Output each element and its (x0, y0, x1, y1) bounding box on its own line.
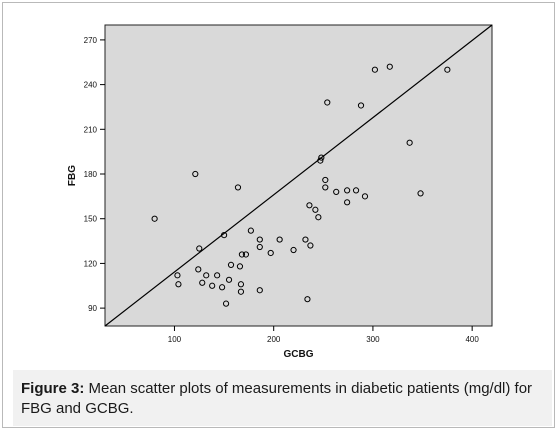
data-point-2 (175, 281, 182, 288)
y-tick-label-120: 120 (84, 259, 98, 268)
data-point-15 (234, 184, 242, 191)
data-point-20 (242, 251, 250, 258)
figure-caption: Figure 3: Mean scatter plots of measurem… (21, 379, 546, 419)
y-tick-label-150: 150 (84, 215, 98, 224)
data-point-38 (324, 99, 331, 106)
y-tick-label-240: 240 (84, 81, 98, 90)
data-point-14 (227, 261, 235, 269)
data-point-35 (318, 154, 325, 161)
data-point-37 (322, 184, 329, 191)
data-point-30 (306, 202, 313, 209)
data-point-47 (406, 139, 413, 146)
y-tick-label-90: 90 (88, 304, 97, 313)
data-point-5 (195, 266, 202, 273)
data-point-23 (256, 243, 263, 251)
reference-line (104, 24, 493, 327)
data-point-0 (151, 215, 158, 222)
data-point-31 (307, 242, 314, 249)
data-point-36 (322, 176, 329, 184)
data-point-6 (199, 279, 206, 286)
data-point-22 (256, 236, 263, 243)
data-point-8 (209, 282, 216, 289)
data-point-46 (386, 63, 393, 70)
x-tick-label-200: 200 (267, 335, 281, 344)
data-point-32 (312, 206, 319, 213)
data-point-12 (222, 300, 230, 307)
figure-caption-label: Figure 3: (21, 380, 85, 397)
data-point-1 (174, 272, 181, 279)
figure-caption-text: Mean scatter plots of measurements in di… (21, 380, 533, 417)
data-point-43 (357, 102, 365, 109)
data-point-39 (333, 188, 340, 195)
data-point-11 (220, 232, 228, 239)
scatter-chart: 100 200 300 400 90 120 150 180 210 240 270 GCBG FBG (67, 24, 493, 360)
data-point-45 (371, 66, 379, 73)
data-point-27 (290, 246, 297, 254)
data-point-33 (315, 214, 322, 221)
data-point-41 (344, 199, 351, 206)
y-tick-label-180: 180 (84, 170, 98, 179)
x-axis-label: GCBG (284, 349, 314, 360)
y-tick-label-270: 270 (84, 36, 98, 45)
data-point-25 (267, 249, 274, 257)
x-tick-label-300: 300 (366, 335, 380, 344)
data-point-9 (214, 272, 221, 279)
data-point-3 (192, 170, 199, 178)
figure-frame: 100 200 300 400 90 120 150 180 210 240 270 GCBG FBG … (2, 2, 555, 428)
data-point-40 (344, 187, 351, 194)
data-point-44 (361, 193, 369, 200)
data-point-17 (237, 281, 245, 288)
data-point-16 (236, 263, 244, 270)
data-point-42 (352, 187, 360, 194)
data-point-28 (302, 236, 309, 243)
data-point-7 (203, 272, 210, 279)
data-point-49 (444, 66, 451, 73)
y-axis-label: FBG (67, 165, 78, 186)
y-tick-label-210: 210 (84, 125, 98, 134)
data-point-34 (317, 157, 324, 164)
data-point-4 (196, 245, 203, 252)
data-point-10 (218, 284, 226, 291)
data-point-24 (256, 287, 263, 294)
data-point-48 (417, 190, 424, 197)
x-tick-label-100: 100 (168, 335, 182, 344)
data-point-18 (237, 288, 245, 295)
data-point-13 (225, 276, 233, 283)
data-point-29 (304, 296, 311, 303)
figure-caption-box: Figure 3: Mean scatter plots of measurem… (13, 370, 552, 426)
data-point-21 (247, 227, 254, 234)
data-point-26 (276, 236, 283, 243)
x-tick-label-400: 400 (465, 335, 479, 344)
data-point-19 (238, 251, 246, 258)
